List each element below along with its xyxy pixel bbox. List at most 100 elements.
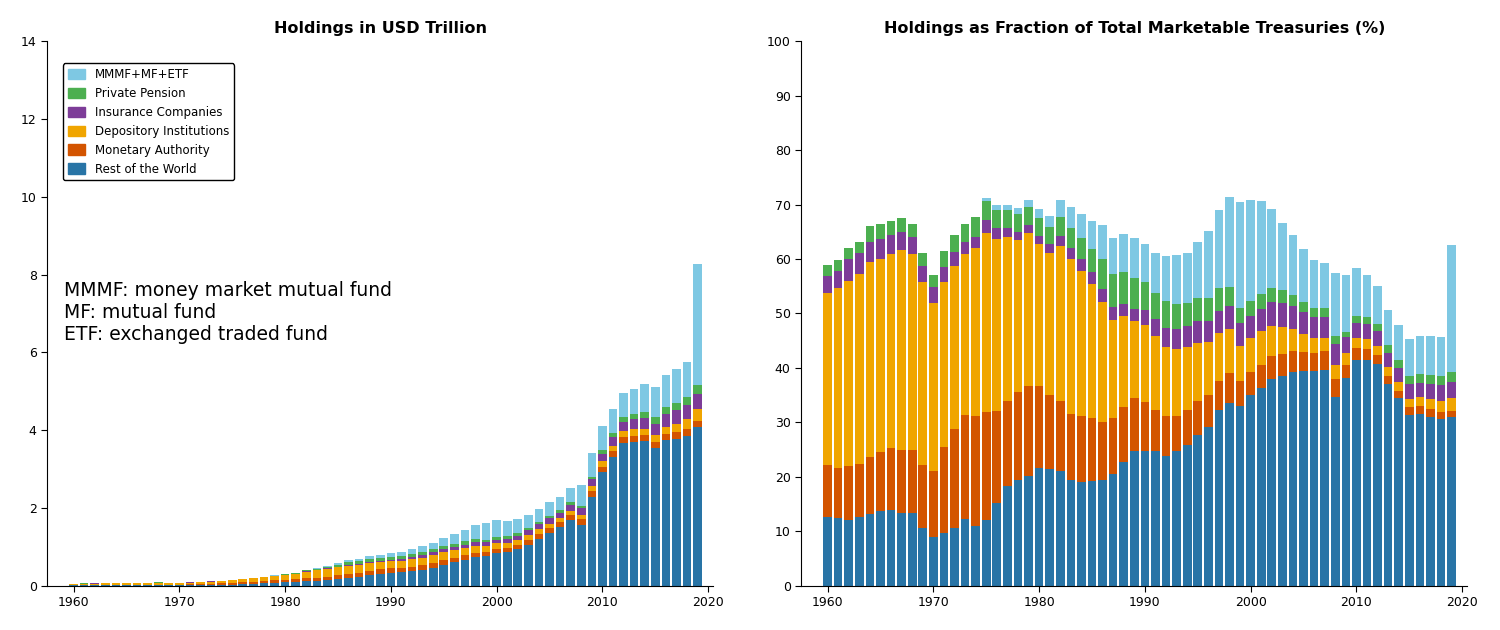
Bar bbox=[578, 525, 585, 586]
Bar bbox=[387, 573, 394, 586]
Bar bbox=[1108, 319, 1118, 418]
Bar bbox=[865, 262, 874, 457]
Bar bbox=[1320, 338, 1329, 351]
Bar bbox=[1437, 385, 1446, 401]
Bar bbox=[312, 570, 321, 578]
Bar bbox=[1024, 233, 1033, 386]
Bar bbox=[376, 558, 384, 561]
Bar bbox=[993, 239, 1000, 411]
Bar bbox=[1416, 414, 1424, 586]
Bar bbox=[492, 553, 501, 586]
Bar bbox=[1406, 415, 1413, 586]
Bar bbox=[302, 570, 310, 571]
Bar bbox=[908, 237, 916, 254]
Bar bbox=[186, 583, 195, 584]
Bar bbox=[651, 442, 660, 449]
Bar bbox=[249, 581, 258, 583]
Bar bbox=[419, 546, 428, 552]
Bar bbox=[460, 548, 470, 555]
Bar bbox=[291, 579, 300, 581]
Bar bbox=[387, 559, 394, 561]
Bar bbox=[834, 272, 843, 288]
Bar bbox=[939, 251, 948, 266]
Bar bbox=[376, 561, 384, 562]
Bar bbox=[1226, 287, 1234, 306]
Bar bbox=[1056, 200, 1065, 217]
Bar bbox=[928, 275, 938, 287]
Bar bbox=[387, 557, 394, 559]
Bar bbox=[886, 255, 896, 449]
Bar bbox=[482, 522, 490, 540]
Bar bbox=[1098, 422, 1107, 480]
Bar bbox=[1056, 471, 1065, 586]
Bar bbox=[333, 580, 342, 586]
Bar bbox=[1416, 374, 1424, 383]
Bar bbox=[503, 549, 512, 553]
Bar bbox=[238, 579, 248, 583]
Bar bbox=[217, 581, 226, 583]
Bar bbox=[1077, 416, 1086, 482]
Bar bbox=[620, 432, 628, 437]
Bar bbox=[1046, 469, 1054, 586]
Bar bbox=[672, 369, 681, 403]
Bar bbox=[260, 577, 268, 581]
Bar bbox=[1384, 345, 1392, 353]
Bar bbox=[630, 435, 639, 442]
Bar bbox=[939, 266, 948, 282]
Bar bbox=[228, 580, 237, 583]
Bar bbox=[993, 411, 1000, 503]
Bar bbox=[609, 437, 618, 446]
Bar bbox=[1341, 337, 1350, 353]
Bar bbox=[876, 452, 885, 512]
Bar bbox=[950, 266, 958, 429]
Bar bbox=[1161, 347, 1170, 416]
Bar bbox=[429, 563, 438, 568]
Bar bbox=[950, 235, 958, 252]
Bar bbox=[855, 517, 864, 586]
Bar bbox=[1108, 307, 1118, 319]
Bar bbox=[1004, 205, 1011, 210]
Bar bbox=[972, 217, 980, 237]
Bar bbox=[1362, 324, 1371, 339]
Bar bbox=[387, 553, 394, 557]
Bar bbox=[1268, 302, 1276, 326]
Bar bbox=[356, 565, 363, 573]
Bar bbox=[1119, 234, 1128, 272]
Bar bbox=[1004, 210, 1011, 228]
Bar bbox=[524, 535, 532, 541]
Bar bbox=[513, 540, 522, 545]
Bar bbox=[1024, 207, 1033, 225]
Bar bbox=[196, 582, 206, 584]
Bar bbox=[322, 569, 332, 576]
Bar bbox=[897, 218, 906, 232]
Bar bbox=[1426, 375, 1436, 384]
Bar bbox=[651, 417, 660, 424]
Bar bbox=[1119, 407, 1128, 462]
Bar bbox=[1257, 365, 1266, 389]
Bar bbox=[567, 515, 574, 520]
Bar bbox=[693, 409, 702, 421]
Bar bbox=[1130, 321, 1138, 398]
Bar bbox=[440, 549, 448, 553]
Bar bbox=[1384, 384, 1392, 586]
Bar bbox=[270, 583, 279, 586]
Bar bbox=[1130, 309, 1138, 321]
Bar bbox=[1426, 336, 1436, 375]
Bar bbox=[419, 558, 428, 566]
Bar bbox=[1215, 381, 1224, 410]
Bar bbox=[1226, 373, 1234, 403]
Bar bbox=[544, 524, 554, 528]
Bar bbox=[824, 276, 833, 294]
Bar bbox=[1066, 248, 1076, 260]
Bar bbox=[1330, 379, 1340, 397]
Bar bbox=[1173, 304, 1180, 329]
Bar bbox=[1204, 342, 1212, 394]
Bar bbox=[1150, 451, 1160, 586]
Bar bbox=[918, 253, 927, 266]
Bar bbox=[1024, 225, 1033, 233]
Bar bbox=[1194, 242, 1202, 298]
Bar bbox=[1173, 349, 1180, 416]
Bar bbox=[1448, 411, 1456, 417]
Bar bbox=[1077, 482, 1086, 586]
Bar bbox=[1004, 228, 1011, 238]
